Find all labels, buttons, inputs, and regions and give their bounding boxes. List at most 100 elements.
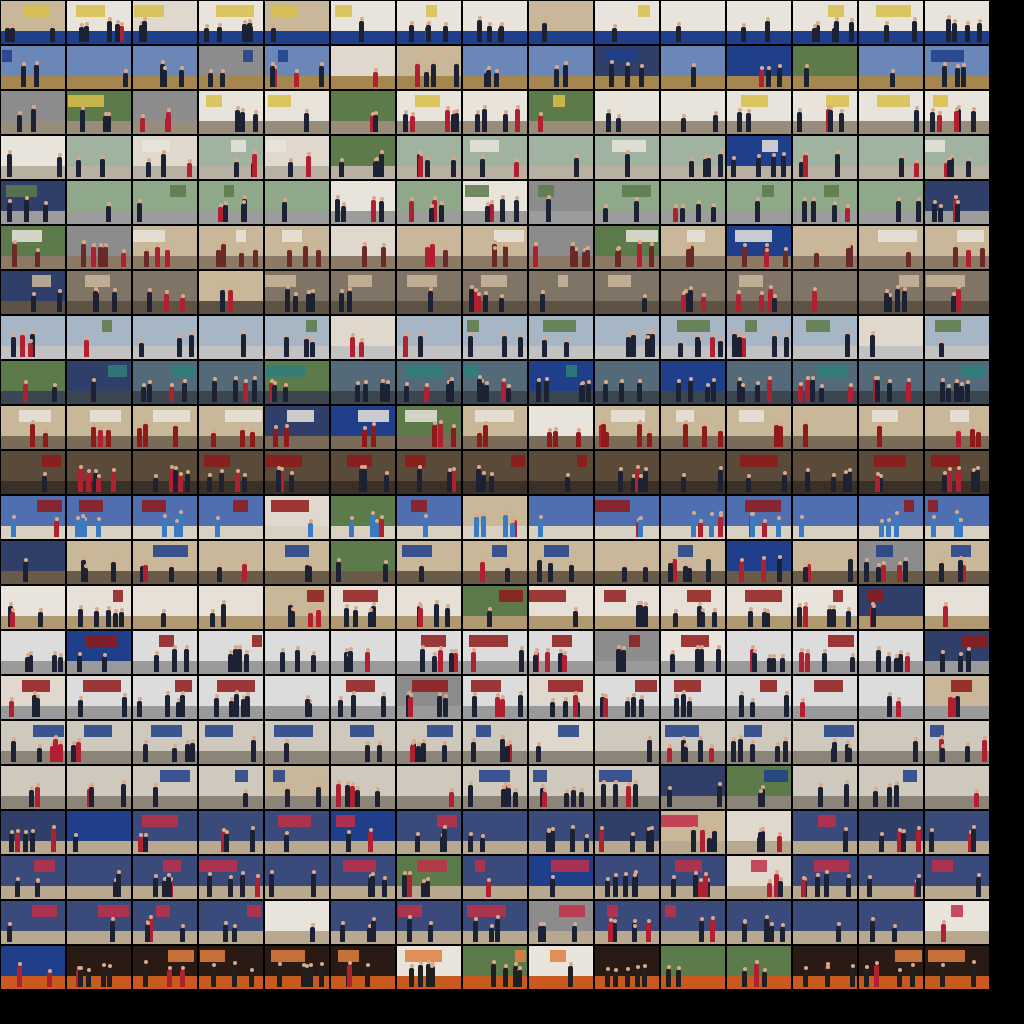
photo-thumbnail[interactable] (727, 721, 791, 764)
photo-thumbnail[interactable] (463, 676, 527, 719)
photo-thumbnail[interactable] (199, 451, 263, 494)
photo-thumbnail[interactable] (529, 1, 593, 44)
photo-thumbnail[interactable] (199, 676, 263, 719)
photo-thumbnail[interactable] (133, 451, 197, 494)
photo-thumbnail[interactable] (397, 766, 461, 809)
photo-thumbnail[interactable] (529, 226, 593, 269)
photo-thumbnail[interactable] (529, 46, 593, 89)
photo-thumbnail[interactable] (529, 181, 593, 224)
photo-thumbnail[interactable] (1, 91, 65, 134)
photo-thumbnail[interactable] (727, 766, 791, 809)
photo-thumbnail[interactable] (133, 721, 197, 764)
photo-thumbnail[interactable] (859, 766, 923, 809)
photo-thumbnail[interactable] (199, 181, 263, 224)
photo-thumbnail[interactable] (661, 451, 725, 494)
photo-thumbnail[interactable] (463, 91, 527, 134)
photo-thumbnail[interactable] (859, 316, 923, 359)
photo-thumbnail[interactable] (1, 676, 65, 719)
photo-thumbnail[interactable] (925, 946, 989, 989)
photo-thumbnail[interactable] (529, 91, 593, 134)
photo-thumbnail[interactable] (925, 271, 989, 314)
photo-thumbnail[interactable] (595, 631, 659, 674)
photo-thumbnail[interactable] (859, 451, 923, 494)
photo-thumbnail[interactable] (1, 766, 65, 809)
photo-thumbnail[interactable] (331, 271, 395, 314)
photo-thumbnail[interactable] (265, 1, 329, 44)
photo-thumbnail[interactable] (793, 811, 857, 854)
photo-thumbnail[interactable] (793, 136, 857, 179)
photo-thumbnail[interactable] (1, 271, 65, 314)
photo-thumbnail[interactable] (265, 91, 329, 134)
photo-thumbnail[interactable] (463, 451, 527, 494)
photo-thumbnail[interactable] (199, 271, 263, 314)
photo-thumbnail[interactable] (199, 136, 263, 179)
photo-thumbnail[interactable] (331, 721, 395, 764)
photo-thumbnail[interactable] (133, 46, 197, 89)
photo-thumbnail[interactable] (727, 406, 791, 449)
photo-thumbnail[interactable] (793, 856, 857, 899)
photo-thumbnail[interactable] (727, 361, 791, 404)
photo-thumbnail[interactable] (331, 541, 395, 584)
photo-thumbnail[interactable] (331, 136, 395, 179)
photo-thumbnail[interactable] (265, 946, 329, 989)
photo-thumbnail[interactable] (727, 451, 791, 494)
photo-thumbnail[interactable] (265, 361, 329, 404)
photo-thumbnail[interactable] (793, 181, 857, 224)
photo-thumbnail[interactable] (265, 496, 329, 539)
photo-thumbnail[interactable] (463, 721, 527, 764)
photo-thumbnail[interactable] (727, 46, 791, 89)
photo-thumbnail[interactable] (331, 586, 395, 629)
photo-thumbnail[interactable] (793, 586, 857, 629)
photo-thumbnail[interactable] (727, 136, 791, 179)
photo-thumbnail[interactable] (859, 406, 923, 449)
photo-thumbnail[interactable] (1, 721, 65, 764)
photo-thumbnail[interactable] (595, 901, 659, 944)
photo-thumbnail[interactable] (331, 496, 395, 539)
photo-thumbnail[interactable] (529, 901, 593, 944)
photo-thumbnail[interactable] (595, 496, 659, 539)
photo-thumbnail[interactable] (859, 91, 923, 134)
photo-thumbnail[interactable] (397, 91, 461, 134)
photo-thumbnail[interactable] (463, 901, 527, 944)
photo-thumbnail[interactable] (1, 226, 65, 269)
photo-thumbnail[interactable] (67, 631, 131, 674)
photo-thumbnail[interactable] (397, 361, 461, 404)
photo-thumbnail[interactable] (727, 586, 791, 629)
photo-thumbnail[interactable] (463, 1, 527, 44)
photo-thumbnail[interactable] (793, 226, 857, 269)
photo-thumbnail[interactable] (859, 721, 923, 764)
photo-thumbnail[interactable] (529, 451, 593, 494)
photo-thumbnail[interactable] (925, 541, 989, 584)
photo-thumbnail[interactable] (133, 406, 197, 449)
photo-thumbnail[interactable] (727, 901, 791, 944)
photo-thumbnail[interactable] (859, 181, 923, 224)
photo-thumbnail[interactable] (397, 631, 461, 674)
photo-thumbnail[interactable] (595, 136, 659, 179)
photo-thumbnail[interactable] (199, 901, 263, 944)
photo-thumbnail[interactable] (133, 811, 197, 854)
photo-thumbnail[interactable] (133, 496, 197, 539)
photo-thumbnail[interactable] (265, 586, 329, 629)
photo-thumbnail[interactable] (661, 181, 725, 224)
photo-thumbnail[interactable] (199, 766, 263, 809)
photo-thumbnail[interactable] (595, 46, 659, 89)
photo-thumbnail[interactable] (595, 946, 659, 989)
photo-thumbnail[interactable] (793, 676, 857, 719)
photo-thumbnail[interactable] (463, 496, 527, 539)
photo-thumbnail[interactable] (463, 136, 527, 179)
photo-thumbnail[interactable] (727, 316, 791, 359)
photo-thumbnail[interactable] (793, 496, 857, 539)
photo-thumbnail[interactable] (793, 451, 857, 494)
photo-thumbnail[interactable] (661, 406, 725, 449)
photo-thumbnail[interactable] (67, 226, 131, 269)
photo-thumbnail[interactable] (397, 676, 461, 719)
photo-thumbnail[interactable] (199, 226, 263, 269)
photo-thumbnail[interactable] (463, 271, 527, 314)
photo-thumbnail[interactable] (859, 496, 923, 539)
photo-thumbnail[interactable] (133, 361, 197, 404)
photo-thumbnail[interactable] (595, 811, 659, 854)
photo-thumbnail[interactable] (67, 91, 131, 134)
photo-thumbnail[interactable] (661, 91, 725, 134)
photo-thumbnail[interactable] (661, 46, 725, 89)
photo-thumbnail[interactable] (595, 541, 659, 584)
